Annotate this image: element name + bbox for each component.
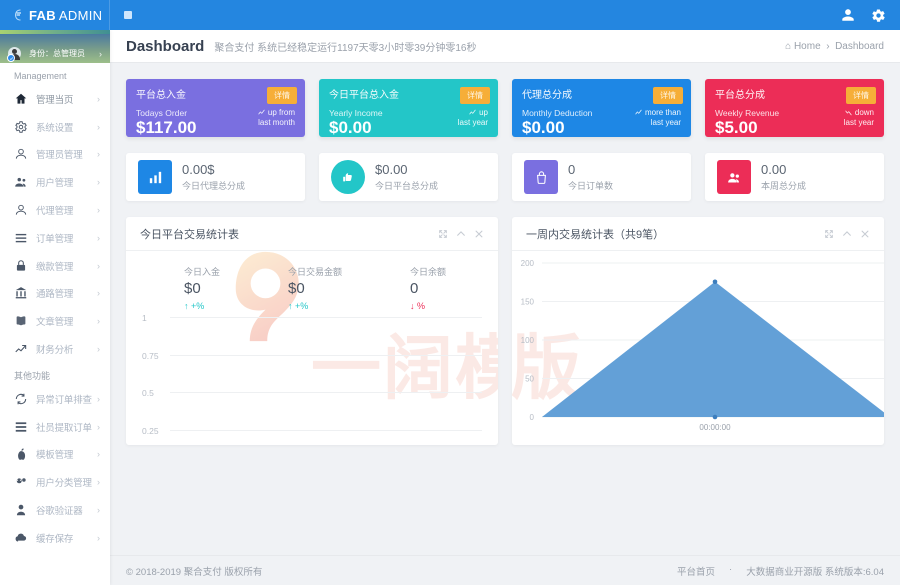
svg-text:00:00:00: 00:00:00 (699, 423, 731, 432)
svg-text:50: 50 (525, 375, 534, 384)
svg-text:200: 200 (521, 259, 535, 268)
svg-text:0: 0 (530, 413, 535, 422)
svg-text:150: 150 (521, 298, 535, 307)
svg-text:100: 100 (521, 336, 535, 345)
